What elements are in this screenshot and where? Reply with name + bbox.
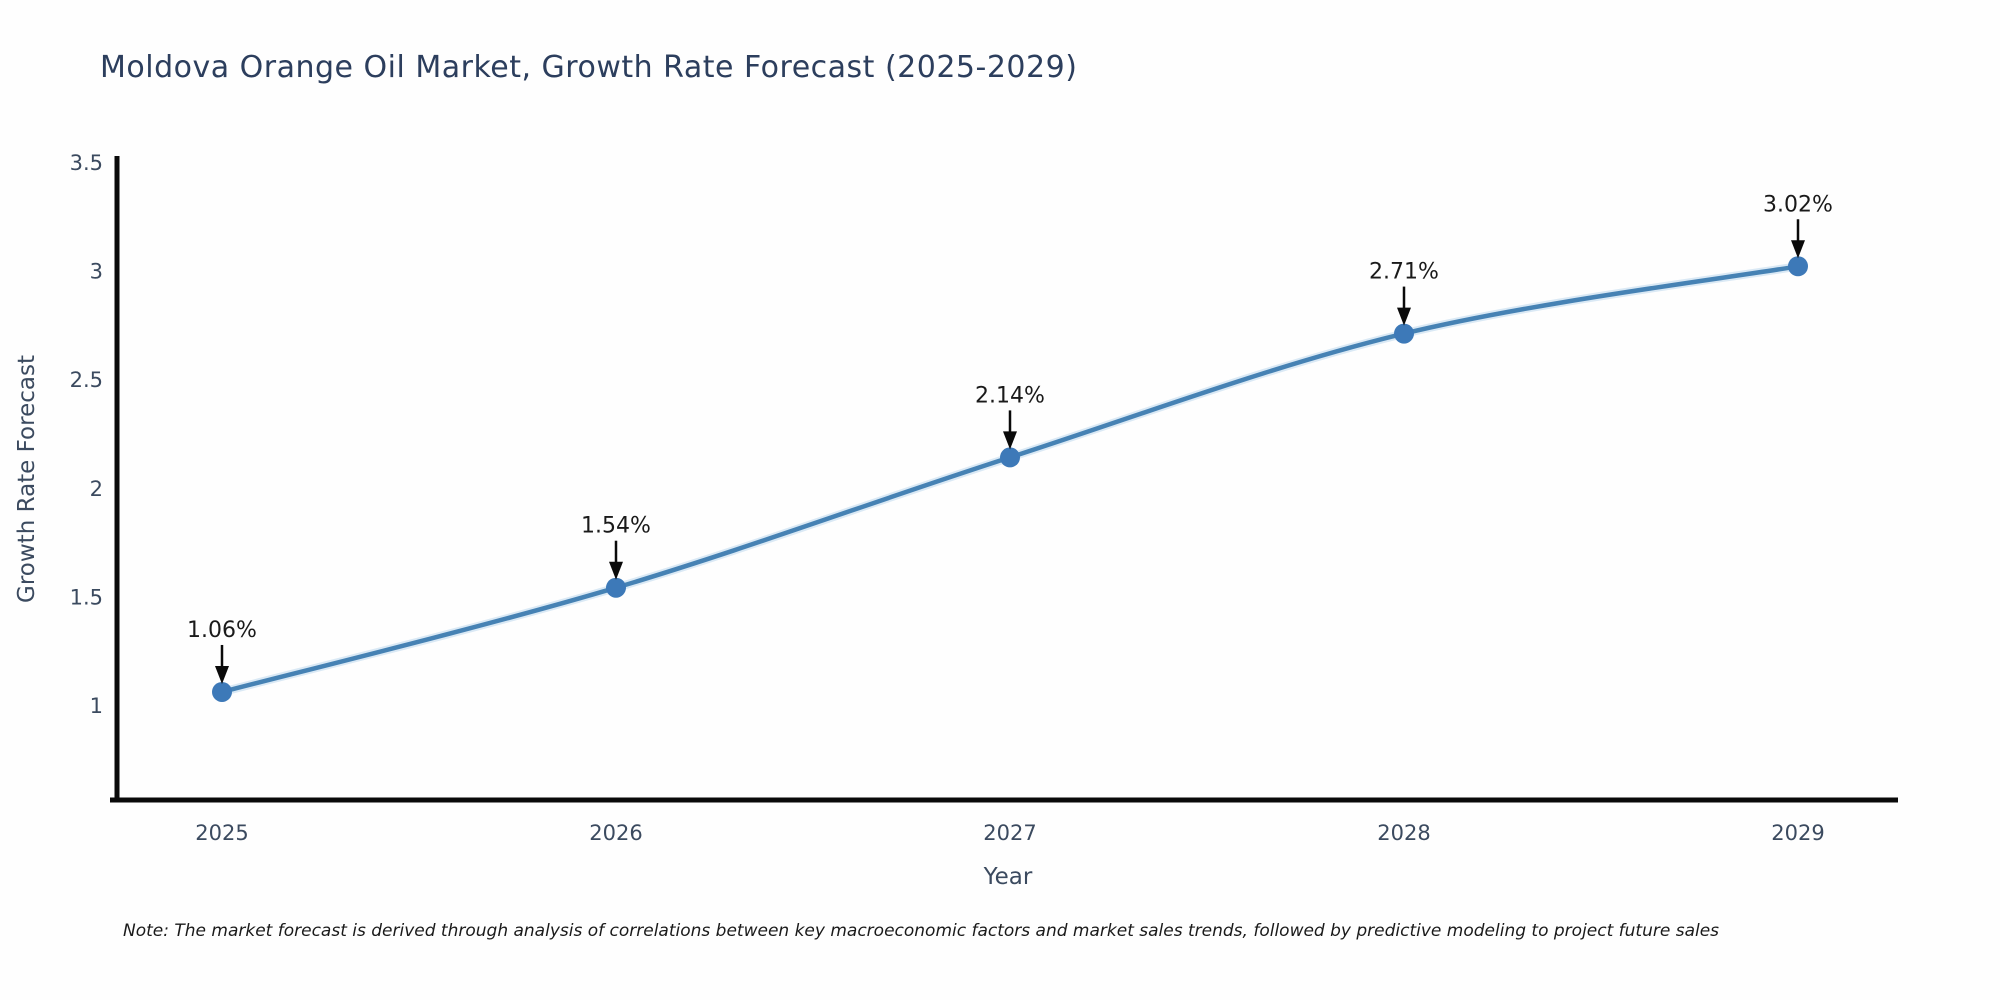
x-axis-title: Year — [983, 864, 1033, 890]
point-annotations: 1.06% 1.54% 2.14% 2.71% 3.02% — [187, 192, 1833, 684]
methodology-note: Note: The market forecast is derived thr… — [123, 921, 1720, 941]
annotation-value-label: 2.71% — [1369, 260, 1439, 285]
x-tick-label-2028: 2028 — [1377, 821, 1430, 845]
data-point-2026 — [606, 577, 626, 598]
annotation-arrowhead-icon — [1791, 240, 1805, 259]
data-point-2028 — [1394, 323, 1414, 344]
data-point-2029 — [1788, 256, 1808, 277]
data-point-2027 — [1000, 447, 1020, 468]
x-tick-label-2026: 2026 — [589, 821, 642, 845]
y-tick-label-3: 3 — [90, 260, 103, 284]
annotation-arrowhead-icon — [609, 561, 623, 580]
x-tick-label-2029: 2029 — [1771, 821, 1824, 845]
y-tick-label-1.5: 1.5 — [70, 585, 103, 609]
y-tick-label-2.5: 2.5 — [70, 368, 103, 392]
forecast-line-series — [212, 256, 1808, 702]
x-tick-label-2027: 2027 — [983, 821, 1036, 845]
y-tick-label-3.5: 3.5 — [70, 151, 103, 175]
y-tick-label-1: 1 — [90, 694, 103, 718]
axis-tick-labels: 1 1.5 2 2.5 3 3.5 2025 2026 2027 2028 2029 — [70, 151, 1825, 845]
annotation-arrowhead-icon — [1003, 431, 1017, 450]
y-axis-title: Growth Rate Forecast — [14, 355, 40, 603]
y-tick-label-2: 2 — [90, 477, 103, 501]
forecast-line-halo — [217, 262, 1803, 697]
chart-title: Moldova Orange Oil Market, Growth Rate F… — [100, 50, 1078, 85]
annotation-2027: 2.14% — [975, 383, 1045, 450]
annotation-value-label: 1.54% — [581, 514, 651, 539]
annotation-2026: 1.54% — [581, 514, 651, 580]
annotation-2025: 1.06% — [187, 618, 257, 684]
annotation-arrowhead-icon — [215, 665, 229, 684]
annotation-value-label: 3.02% — [1763, 192, 1833, 217]
axes-spines — [110, 156, 1898, 803]
annotation-2028: 2.71% — [1369, 260, 1439, 326]
data-point-2025 — [212, 681, 232, 702]
annotation-value-label: 2.14% — [975, 383, 1045, 408]
annotation-arrowhead-icon — [1397, 307, 1411, 326]
x-tick-label-2025: 2025 — [195, 821, 248, 845]
annotation-2029: 3.02% — [1763, 192, 1833, 259]
annotation-value-label: 1.06% — [187, 618, 257, 643]
